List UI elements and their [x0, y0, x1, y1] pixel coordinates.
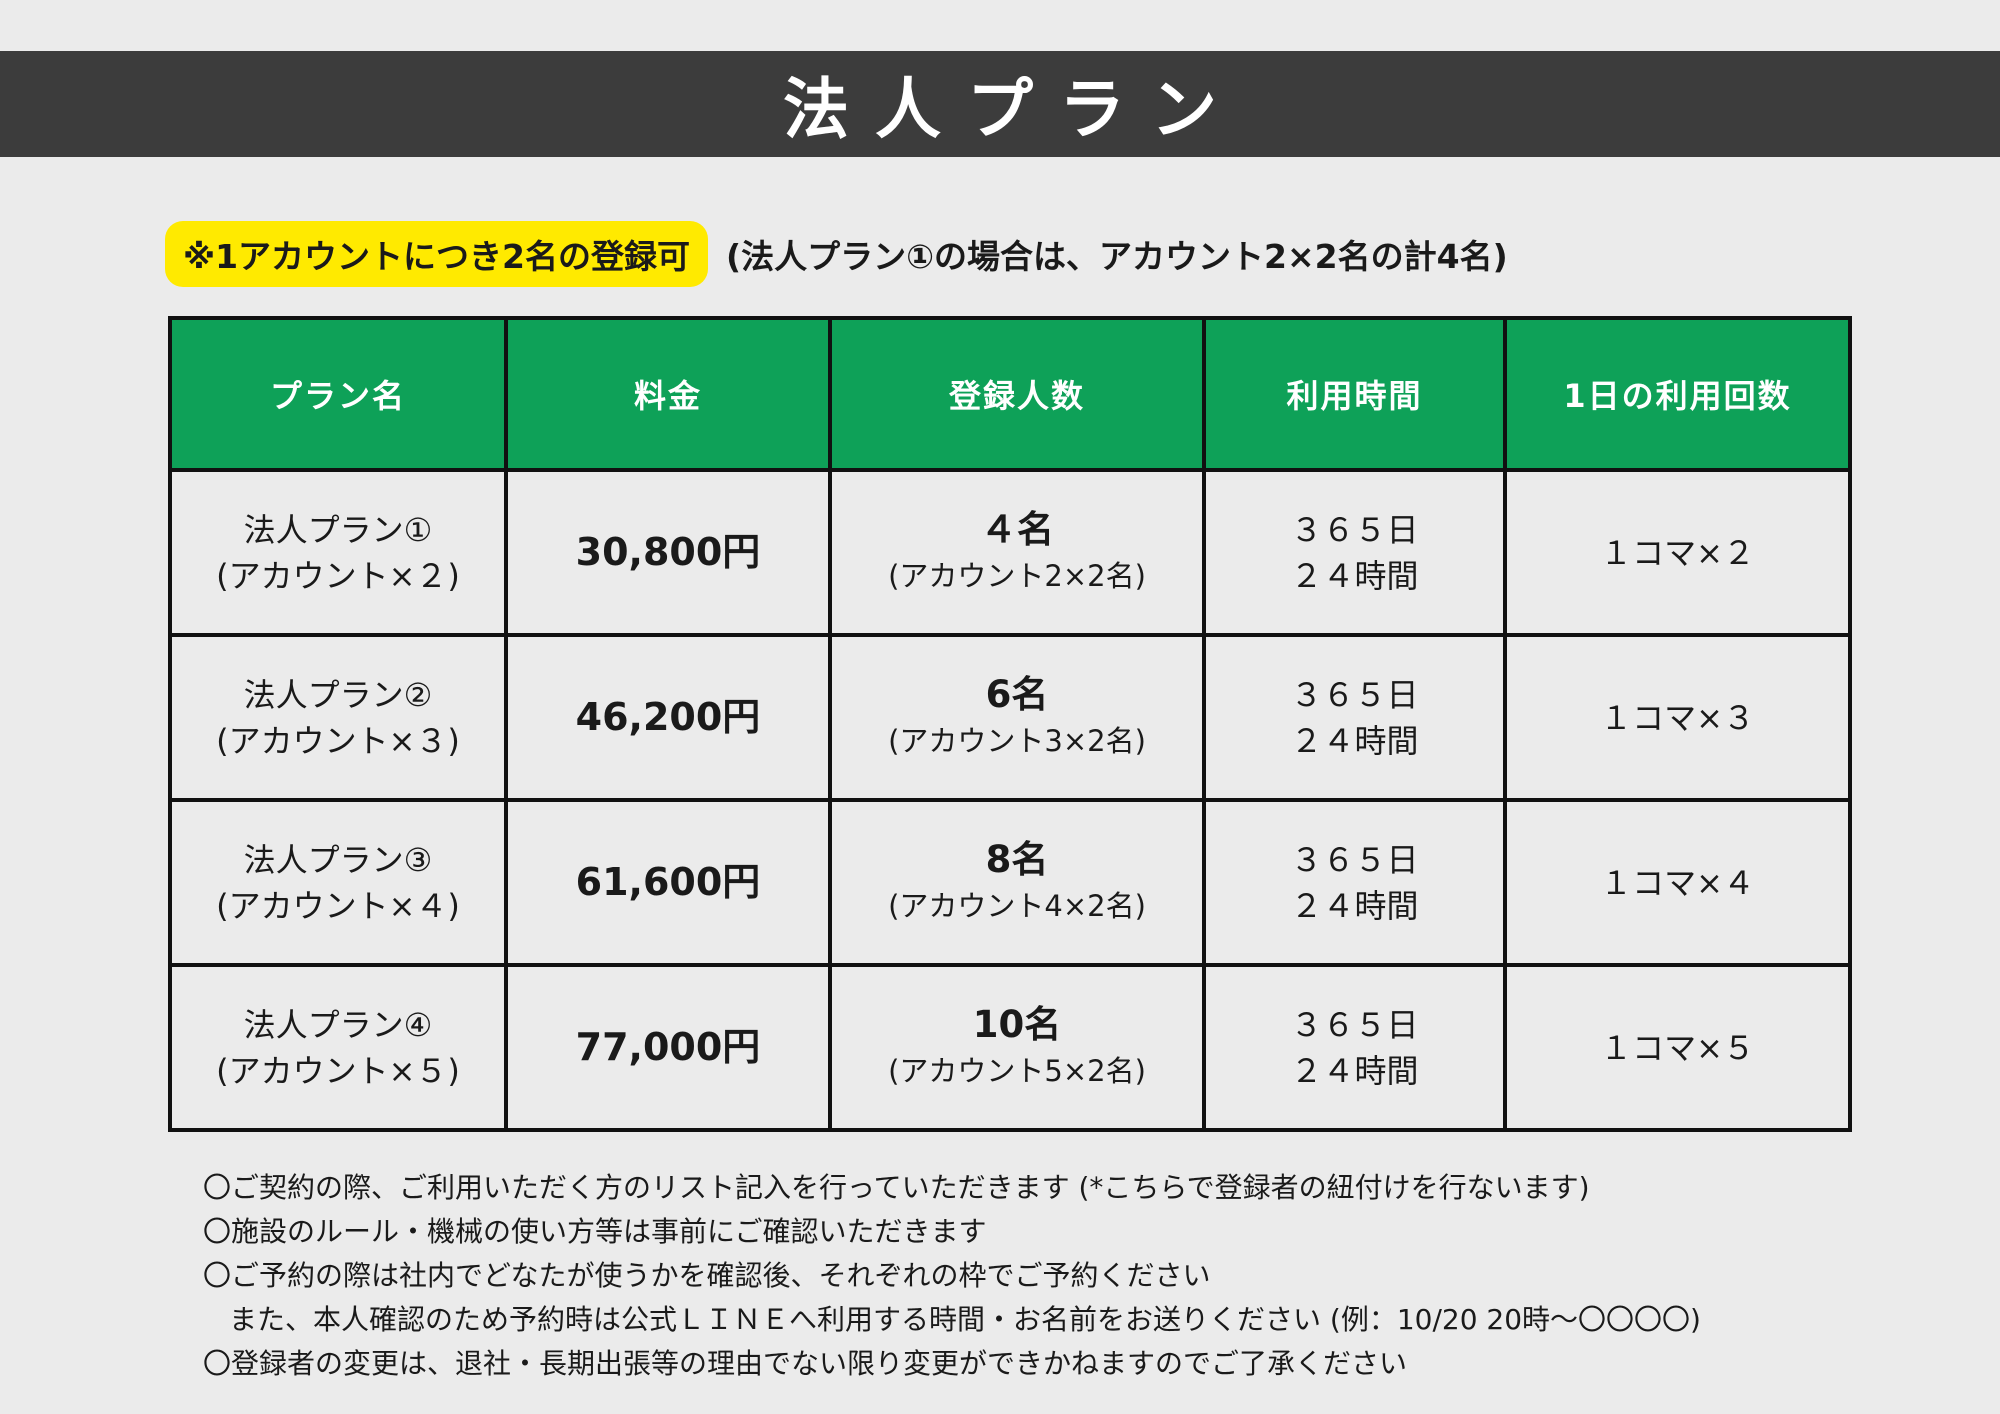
plan-name: 法人プラン①: [243, 510, 433, 549]
plan-name-cell: 法人プラン④ (アカウント×５): [168, 963, 508, 1132]
registered-count: 10名: [972, 1002, 1062, 1046]
hours: ２４時間: [1290, 1051, 1419, 1090]
plan-accounts: (アカウント×３): [216, 721, 460, 760]
plan-accounts: (アカウント×４): [216, 886, 460, 925]
plan-name: 法人プラン④: [243, 1005, 433, 1044]
daily-uses: １コマ×２: [1600, 533, 1755, 572]
price-cell: 77,000円: [504, 963, 832, 1132]
hours-cell: ３６５日 ２４時間: [1202, 633, 1507, 802]
count-detail: (アカウント3×2名): [888, 723, 1146, 758]
hours-cell: ３６５日 ２４時間: [1202, 798, 1507, 967]
plan-name: 法人プラン②: [243, 675, 433, 714]
plan-name-cell: 法人プラン① (アカウント×２): [168, 468, 508, 637]
daily-uses: １コマ×５: [1600, 1028, 1755, 1067]
header-band: 法人プラン: [0, 51, 2000, 157]
registered-count: 6名: [985, 672, 1049, 716]
table-row: 法人プラン① (アカウント×２) 30,800円 ４名 (アカウント2×2名) ３６…: [168, 468, 1852, 637]
table-row: 法人プラン② (アカウント×３) 46,200円 6名 (アカウント3×2名) ３６…: [168, 633, 1852, 802]
plan-name-cell: 法人プラン③ (アカウント×４): [168, 798, 508, 967]
registration-badge: ※1アカウントにつき2名の登録可: [165, 221, 709, 287]
hours-cell: ３６５日 ２４時間: [1202, 468, 1507, 637]
plan-accounts: (アカウント×５): [216, 1051, 460, 1090]
registered-count: ４名: [980, 507, 1054, 551]
header-registered-count: 登録人数: [828, 316, 1206, 472]
uses-cell: １コマ×２: [1503, 468, 1852, 637]
registration-note: ※1アカウントにつき2名の登録可 (法人プラン①の場合は、アカウント2×2名の計…: [165, 221, 1508, 287]
count-detail: (アカウント4×2名): [888, 888, 1146, 923]
plan-name: 法人プラン③: [243, 840, 433, 879]
uses-cell: １コマ×５: [1503, 963, 1852, 1132]
price-cell: 30,800円: [504, 468, 832, 637]
header-usage-hours: 利用時間: [1202, 316, 1507, 472]
note-item: 〇施設のルール・機械の使い方等は事前にご確認いただきます: [203, 1215, 987, 1248]
hours: ２４時間: [1290, 886, 1419, 925]
days: ３６５日: [1290, 510, 1419, 549]
daily-uses: １コマ×４: [1600, 863, 1755, 902]
note-item-continuation: また、本人確認のため予約時は公式ＬＩＮＥへ利用する時間・お名前をお送りください …: [229, 1303, 1701, 1336]
count-cell: 6名 (アカウント3×2名): [828, 633, 1206, 802]
price-cell: 46,200円: [504, 633, 832, 802]
note-item: 〇ご予約の際は社内でどなたが使うかを確認後、それぞれの枠でご予約ください: [203, 1259, 1211, 1292]
plan-name-cell: 法人プラン② (アカウント×３): [168, 633, 508, 802]
hours: ２４時間: [1290, 556, 1419, 595]
price-cell: 61,600円: [504, 798, 832, 967]
registered-count: 8名: [985, 837, 1049, 881]
header-daily-uses: 1日の利用回数: [1503, 316, 1852, 472]
note-item: 〇登録者の変更は、退社・長期出張等の理由でない限り変更ができかねますのでご了承く…: [203, 1347, 1408, 1380]
count-detail: (アカウント5×2名): [888, 1053, 1146, 1088]
header-plan-name: プラン名: [168, 316, 508, 472]
uses-cell: １コマ×４: [1503, 798, 1852, 967]
registration-note-text: (法人プラン①の場合は、アカウント2×2名の計4名): [726, 237, 1508, 276]
table-row: 法人プラン③ (アカウント×４) 61,600円 8名 (アカウント4×2名) ３６…: [168, 798, 1852, 967]
header-price: 料金: [504, 316, 832, 472]
count-cell: ４名 (アカウント2×2名): [828, 468, 1206, 637]
price: 77,000円: [575, 1024, 761, 1069]
hours-cell: ３６５日 ２４時間: [1202, 963, 1507, 1132]
page-title: 法人プラン: [783, 71, 1243, 148]
price: 46,200円: [575, 694, 761, 739]
note-item: 〇ご契約の際、ご利用いただく方のリスト記入を行っていただきます (*こちらで登録…: [203, 1171, 1590, 1204]
uses-cell: １コマ×３: [1503, 633, 1852, 802]
table-row: 法人プラン④ (アカウント×５) 77,000円 10名 (アカウント5×2名) ３…: [168, 963, 1852, 1132]
count-cell: 10名 (アカウント5×2名): [828, 963, 1206, 1132]
plan-table: プラン名 料金 登録人数 利用時間 1日の利用回数 法人プラン① (アカウント×２…: [168, 316, 1852, 1132]
price: 30,800円: [575, 529, 761, 574]
notes-list: 〇ご契約の際、ご利用いただく方のリスト記入を行っていただきます (*こちらで登録…: [203, 1166, 1903, 1386]
count-cell: 8名 (アカウント4×2名): [828, 798, 1206, 967]
days: ３６５日: [1290, 840, 1419, 879]
days: ３６５日: [1290, 675, 1419, 714]
count-detail: (アカウント2×2名): [888, 558, 1146, 593]
daily-uses: １コマ×３: [1600, 698, 1755, 737]
price: 61,600円: [575, 859, 761, 904]
table-header-row: プラン名 料金 登録人数 利用時間 1日の利用回数: [168, 316, 1852, 472]
hours: ２４時間: [1290, 721, 1419, 760]
days: ３６５日: [1290, 1005, 1419, 1044]
plan-accounts: (アカウント×２): [216, 556, 460, 595]
